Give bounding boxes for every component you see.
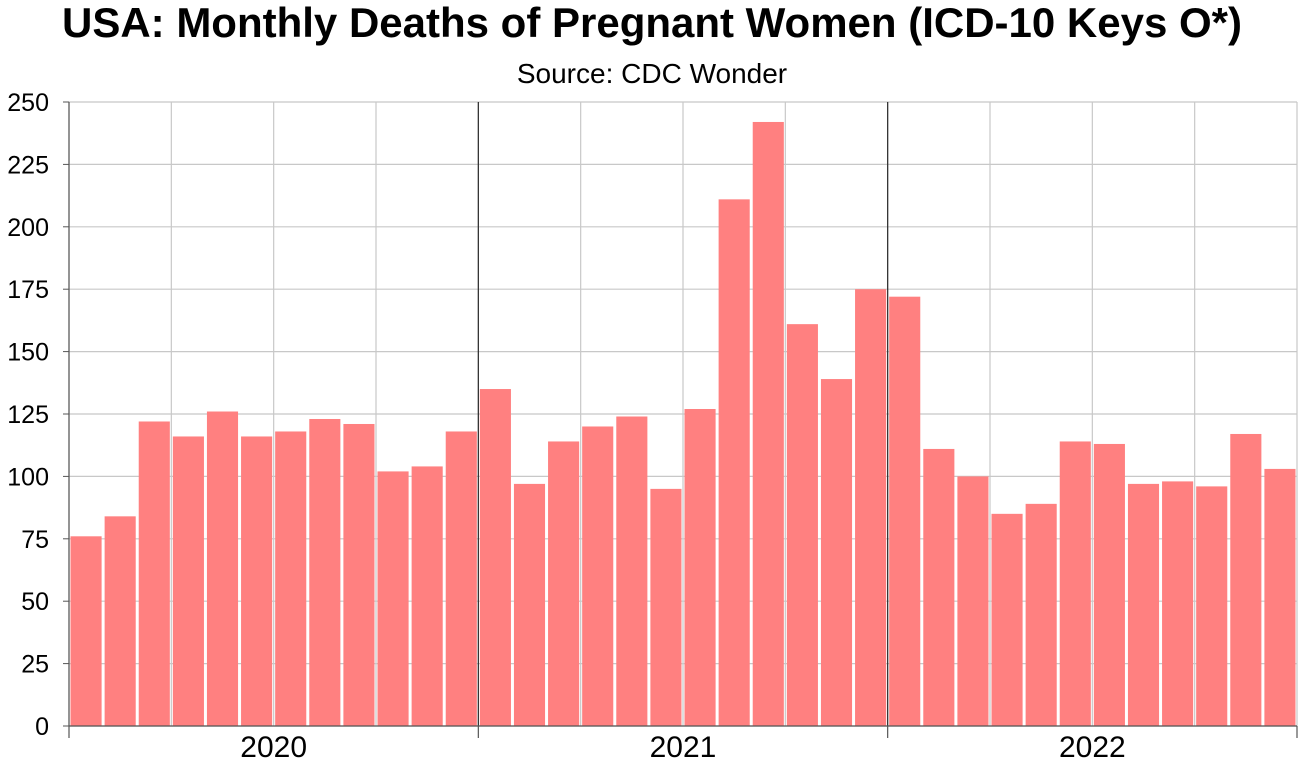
- y-tick-label: 225: [7, 151, 49, 179]
- y-tick-label: 75: [21, 526, 49, 554]
- bar: [445, 431, 477, 726]
- bar: [377, 471, 409, 726]
- bar: [343, 423, 375, 726]
- bar: [104, 516, 136, 726]
- bar: [1059, 441, 1091, 726]
- bar: [855, 289, 887, 726]
- bar: [411, 466, 443, 726]
- bar: [820, 379, 853, 726]
- bar: [1025, 503, 1057, 726]
- chart-title: USA: Monthly Deaths of Pregnant Women (I…: [62, 0, 1242, 46]
- bar: [479, 389, 511, 726]
- bar: [923, 448, 955, 726]
- bar: [275, 431, 307, 726]
- axes: [63, 101, 1298, 738]
- y-tick-label: 200: [7, 214, 49, 242]
- bar: [616, 416, 648, 726]
- x-tick-label: 2020: [240, 731, 307, 763]
- y-tick-label: 50: [21, 588, 49, 616]
- y-tick-label: 25: [21, 651, 49, 679]
- chart-subtitle: Source: CDC Wonder: [517, 58, 787, 89]
- bar: [70, 536, 102, 726]
- bar: [991, 513, 1023, 726]
- bar: [684, 409, 716, 726]
- bars: [70, 121, 1296, 726]
- bar: [786, 324, 818, 726]
- bar: [1127, 483, 1160, 726]
- bar: [309, 418, 341, 726]
- y-tick-labels: 0 25 50 75 100 125 150 175 200 225 250: [7, 89, 49, 741]
- bar: [1162, 481, 1194, 726]
- bar: [889, 296, 921, 726]
- y-tick-label: 125: [7, 401, 49, 429]
- y-tick-label: 0: [35, 713, 49, 741]
- x-tick-labels: 2020 2021 2022: [240, 731, 1125, 763]
- bar: [582, 426, 614, 726]
- x-tick-label: 2022: [1059, 731, 1126, 763]
- bar: [172, 436, 204, 726]
- bar: [1264, 468, 1296, 726]
- bar: [206, 411, 239, 726]
- bar: [1093, 443, 1125, 726]
- y-tick-label: 150: [7, 339, 49, 367]
- y-tick-label: 100: [7, 463, 49, 491]
- bar: [1196, 486, 1228, 726]
- bar: [241, 436, 273, 726]
- bar: [752, 121, 784, 726]
- x-tick-label: 2021: [650, 731, 717, 763]
- y-tick-label: 175: [7, 276, 49, 304]
- bar: [513, 483, 546, 726]
- bar: [650, 488, 682, 726]
- bar: [548, 441, 580, 726]
- y-tick-label: 250: [7, 89, 49, 117]
- bar: [138, 421, 170, 726]
- bar: [957, 476, 989, 726]
- bar: [718, 199, 750, 726]
- bar: [1230, 433, 1262, 726]
